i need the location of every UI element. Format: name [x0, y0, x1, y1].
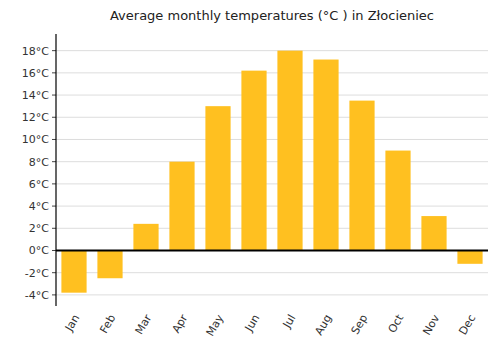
bars [61, 51, 482, 293]
grid-line [56, 294, 488, 295]
grid-line [56, 206, 488, 207]
x-tick-label: Jul [280, 312, 298, 331]
y-axis: -4°C -2°C 0°C 2°C 4°C 6°C 8°C 10°C 12°C 14°C 16°C 1… [22, 45, 56, 302]
y-tick-label: 0°C [29, 244, 49, 257]
y-tick-label: 12°C [22, 111, 49, 124]
bar [421, 216, 446, 250]
grid-line [56, 95, 488, 96]
x-tick-label: Jun [242, 312, 262, 334]
grid-line [56, 161, 488, 162]
grid-line [56, 50, 488, 51]
bar [385, 151, 410, 251]
x-tick-label: Jan [62, 312, 82, 334]
bar [133, 224, 158, 251]
y-tick-label: 8°C [29, 156, 49, 169]
zero-line [56, 250, 488, 252]
bar [205, 106, 230, 250]
y-tick-label: 18°C [22, 45, 49, 58]
chart-container: Average monthly temperatures (°C ) in Zł… [0, 0, 500, 350]
bar [169, 162, 194, 251]
x-tick-label: Dec [456, 312, 478, 337]
y-tick-label: 14°C [22, 89, 49, 102]
x-tick-label: Oct [386, 312, 407, 336]
y-tick-label: 6°C [29, 178, 49, 191]
bar [277, 51, 302, 251]
grid-line [56, 139, 488, 140]
chart: Average monthly temperatures (°C ) in Zł… [0, 0, 500, 350]
bar [97, 250, 122, 278]
y-axis-line [55, 34, 56, 306]
y-tick-label: -2°C [25, 267, 49, 280]
x-axis: Jan Feb Mar Apr May Jun Jul Aug Sep Oct Nov Dec [62, 312, 478, 339]
bar [349, 101, 374, 251]
bar [61, 250, 86, 292]
x-tick-label: Apr [170, 312, 191, 335]
bar [313, 60, 338, 251]
y-tick-label: 16°C [22, 67, 49, 80]
x-tick-label: May [204, 312, 227, 339]
grid [56, 51, 488, 295]
y-tick-label: 2°C [29, 222, 49, 235]
grid-line [56, 72, 488, 73]
y-tick-label: 10°C [22, 133, 49, 146]
y-tick-label: -4°C [25, 289, 49, 302]
bar [241, 71, 266, 251]
bar [457, 250, 482, 263]
x-tick-label: Feb [97, 312, 118, 335]
x-tick-label: Mar [133, 312, 155, 337]
x-tick-label: Nov [420, 312, 442, 338]
x-tick-label: Sep [349, 312, 371, 336]
grid-line [56, 117, 488, 118]
grid-line [56, 250, 488, 251]
title: Average monthly temperatures (°C ) in Zł… [110, 8, 434, 23]
grid-line [56, 183, 488, 184]
y-tick-label: 4°C [29, 200, 49, 213]
x-tick-label: Aug [312, 312, 334, 337]
